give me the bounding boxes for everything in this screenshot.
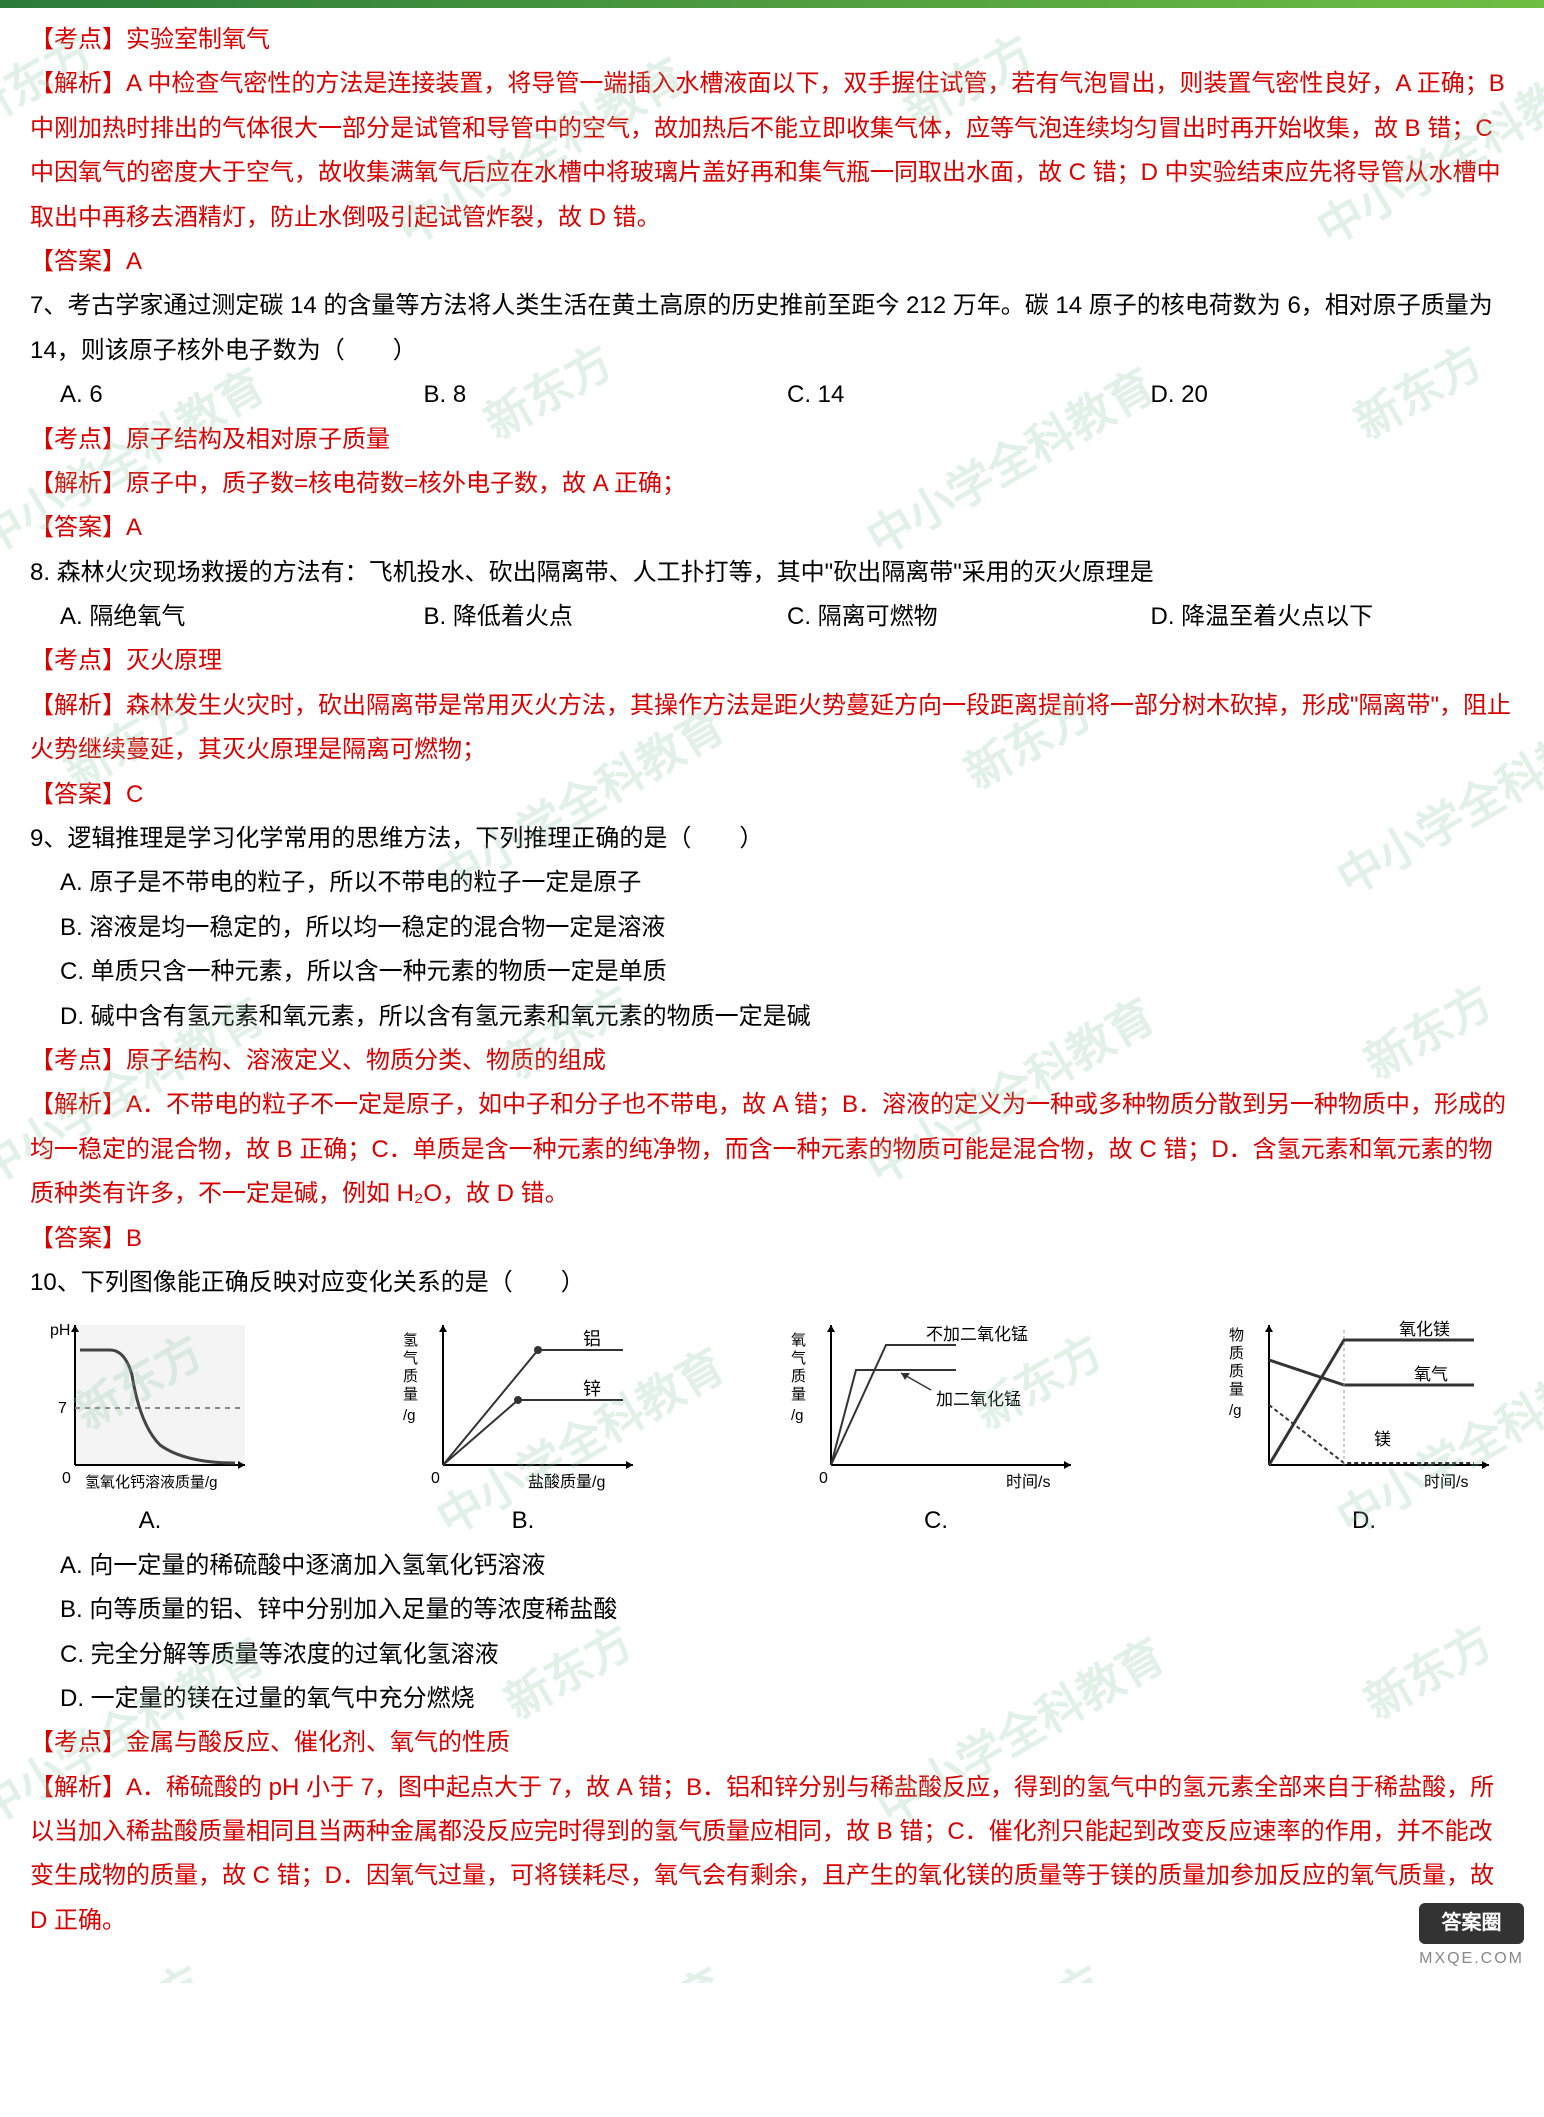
svg-text:质: 质 bbox=[1229, 1345, 1244, 1362]
q7-jiexi: 【解析】原子中，质子数=核电荷数=核外电子数，故 A 正确； bbox=[30, 462, 1514, 506]
watermark: 新东方 bbox=[958, 1941, 1120, 1983]
svg-text:质: 质 bbox=[1229, 1363, 1244, 1380]
q10-optA: A. 向一定量的稀硫酸中逐滴加入氢氧化钙溶液 bbox=[30, 1544, 1514, 1588]
svg-text:量: 量 bbox=[403, 1386, 418, 1403]
q10-jiexi: 【解析】A．稀硫酸的 pH 小于 7，图中起点大于 7，故 A 错；B．铝和锌分… bbox=[30, 1766, 1514, 1944]
watermark: 中小学全科教育 bbox=[420, 1945, 741, 1983]
chart-b-line2: 锌 bbox=[583, 1379, 601, 1399]
q9-optD: D. 碱中含有氢元素和氧元素，所以含有氢元素和氧元素的物质一定是碱 bbox=[30, 995, 1514, 1039]
q9-kaodian: 【考点】原子结构、溶液定义、物质分类、物质的组成 bbox=[30, 1039, 1514, 1083]
q8-options: A. 隔绝氧气 B. 降低着火点 C. 隔离可燃物 D. 降温至着火点以下 bbox=[30, 595, 1514, 639]
q9-optA: A. 原子是不带电的粒子，所以不带电的粒子一定是原子 bbox=[30, 861, 1514, 905]
q7-optA: A. 6 bbox=[60, 373, 424, 417]
svg-text:气: 气 bbox=[791, 1350, 806, 1367]
q9-daan: 【答案】B bbox=[30, 1217, 1514, 1261]
chart-c-box: 氧 气 质 量 /g 不加二氧化锰 加二氧化锰 0 时间/s C. bbox=[786, 1315, 1086, 1543]
q9-optC: C. 单质只含一种元素，所以含一种元素的物质一定是单质 bbox=[30, 950, 1514, 994]
chart-b-svg: 氢 气 质 量 /g 铝 锌 0 盐酸质量/g bbox=[398, 1315, 648, 1495]
q8-jiexi: 【解析】森林发生火灾时，砍出隔离带是常用灭火方法，其操作方法是距火势蔓延方向一段… bbox=[30, 684, 1514, 773]
chart-a-zero: 0 bbox=[62, 1470, 71, 1487]
chart-d-l2: 氧气 bbox=[1414, 1365, 1448, 1384]
chart-b-box: 氢 气 质 量 /g 铝 锌 0 盐酸质量/g B. bbox=[398, 1315, 648, 1543]
q10-stem: 10、下列图像能正确反映对应变化关系的是（ ） bbox=[30, 1261, 1514, 1305]
svg-text:气: 气 bbox=[403, 1350, 418, 1367]
q8-optC: C. 隔离可燃物 bbox=[787, 595, 1151, 639]
chart-c-zero: 0 bbox=[819, 1470, 828, 1487]
q10-kaodian: 【考点】金属与酸反应、催化剂、氧气的性质 bbox=[30, 1721, 1514, 1765]
q8-daan: 【答案】C bbox=[30, 773, 1514, 817]
q7-optD: D. 20 bbox=[1151, 373, 1515, 417]
footer-badge: 答案圈 MXQE.COM bbox=[1419, 1903, 1524, 1974]
q10-charts-row: pH 7 0 氢氧化钙溶液质量/g A. 氢 气 质 量 /g 铝 锌 0 bbox=[30, 1305, 1514, 1543]
q10-optD: D. 一定量的镁在过量的氧气中充分燃烧 bbox=[30, 1677, 1514, 1721]
q8-stem: 8. 森林火灾现场救援的方法有：飞机投水、砍出隔离带、人工扑打等，其中"砍出隔离… bbox=[30, 551, 1514, 595]
footer-line2: MXQE.COM bbox=[1419, 1944, 1524, 1974]
svg-text:物: 物 bbox=[1229, 1327, 1244, 1344]
q8-optB: B. 降低着火点 bbox=[424, 595, 788, 639]
chart-d-letter: D. bbox=[1352, 1495, 1376, 1543]
top-accent-bar bbox=[0, 0, 1544, 8]
svg-text:量: 量 bbox=[1229, 1381, 1244, 1398]
q7-optB: B. 8 bbox=[424, 373, 788, 417]
q9-optB: B. 溶液是均一稳定的，所以均一稳定的混合物一定是溶液 bbox=[30, 906, 1514, 950]
chart-b-letter: B. bbox=[512, 1495, 535, 1543]
chart-c-svg: 氧 气 质 量 /g 不加二氧化锰 加二氧化锰 0 时间/s bbox=[786, 1315, 1086, 1495]
q8-optA: A. 隔绝氧气 bbox=[60, 595, 424, 639]
q7-options: A. 6 B. 8 C. 14 D. 20 bbox=[30, 373, 1514, 417]
chart-c-line2: 加二氧化锰 bbox=[936, 1390, 1021, 1409]
chart-b-xlabel: 盐酸质量/g bbox=[528, 1473, 605, 1491]
svg-text:质: 质 bbox=[791, 1368, 806, 1385]
q7-daan: 【答案】A bbox=[30, 506, 1514, 550]
chart-d-xlabel: 时间/s bbox=[1424, 1473, 1468, 1491]
q8-kaodian: 【考点】灭火原理 bbox=[30, 639, 1514, 683]
chart-d-l3: 镁 bbox=[1374, 1430, 1391, 1449]
chart-a-xlabel: 氢氧化钙溶液质量/g bbox=[85, 1474, 218, 1491]
q8-optD: D. 降温至着火点以下 bbox=[1151, 595, 1515, 639]
chart-c-xlabel: 时间/s bbox=[1006, 1473, 1050, 1491]
chart-d-l1: 氧化镁 bbox=[1399, 1320, 1450, 1339]
q7-kaodian: 【考点】原子结构及相对原子质量 bbox=[30, 418, 1514, 462]
q6-daan: 【答案】A bbox=[30, 240, 1514, 284]
chart-b-zero: 0 bbox=[431, 1470, 440, 1487]
q7-optC: C. 14 bbox=[787, 373, 1151, 417]
footer-line1: 答案圈 bbox=[1419, 1903, 1524, 1944]
q6-kaodian: 【考点】实验室制氧气 bbox=[30, 18, 1514, 62]
chart-c-letter: C. bbox=[924, 1495, 948, 1543]
chart-d-svg: 物 质 质 量 /g 氧化镁 氧气 镁 时间/s bbox=[1224, 1315, 1504, 1495]
chart-d-box: 物 质 质 量 /g 氧化镁 氧气 镁 时间/s D. bbox=[1224, 1315, 1504, 1543]
svg-text:氧: 氧 bbox=[791, 1332, 806, 1349]
svg-text:/g: /g bbox=[403, 1407, 416, 1424]
chart-a-seven: 7 bbox=[58, 1400, 67, 1417]
q7-stem: 7、考古学家通过测定碳 14 的含量等方法将人类生活在黄土高原的历史推前至距今 … bbox=[30, 284, 1514, 373]
svg-text:/g: /g bbox=[791, 1407, 804, 1424]
q9-jiexi: 【解析】A．不带电的粒子不一定是原子，如中子和分子也不带电，故 A 错；B．溶液… bbox=[30, 1083, 1514, 1216]
svg-text:量: 量 bbox=[791, 1386, 806, 1403]
svg-text:/g: /g bbox=[1229, 1402, 1242, 1419]
q6-jiexi: 【解析】A 中检查气密性的方法是连接装置，将导管一端插入水槽液面以下，双手握住试… bbox=[30, 62, 1514, 240]
watermark: 新东方 bbox=[58, 1941, 220, 1983]
svg-text:氢: 氢 bbox=[403, 1332, 418, 1349]
chart-a-letter: A. bbox=[139, 1495, 162, 1543]
q10-optB: B. 向等质量的铝、锌中分别加入足量的等浓度稀盐酸 bbox=[30, 1588, 1514, 1632]
chart-a-svg: pH 7 0 氢氧化钙溶液质量/g bbox=[40, 1315, 260, 1495]
chart-a-ylabel: pH bbox=[50, 1322, 70, 1339]
svg-text:质: 质 bbox=[403, 1368, 418, 1385]
q9-stem: 9、逻辑推理是学习化学常用的思维方法，下列推理正确的是（ ） bbox=[30, 817, 1514, 861]
chart-b-line1: 铝 bbox=[583, 1329, 601, 1349]
chart-c-line1: 不加二氧化锰 bbox=[926, 1325, 1028, 1344]
q10-optC: C. 完全分解等质量等浓度的过氧化氢溶液 bbox=[30, 1633, 1514, 1677]
chart-a-box: pH 7 0 氢氧化钙溶液质量/g A. bbox=[40, 1315, 260, 1543]
